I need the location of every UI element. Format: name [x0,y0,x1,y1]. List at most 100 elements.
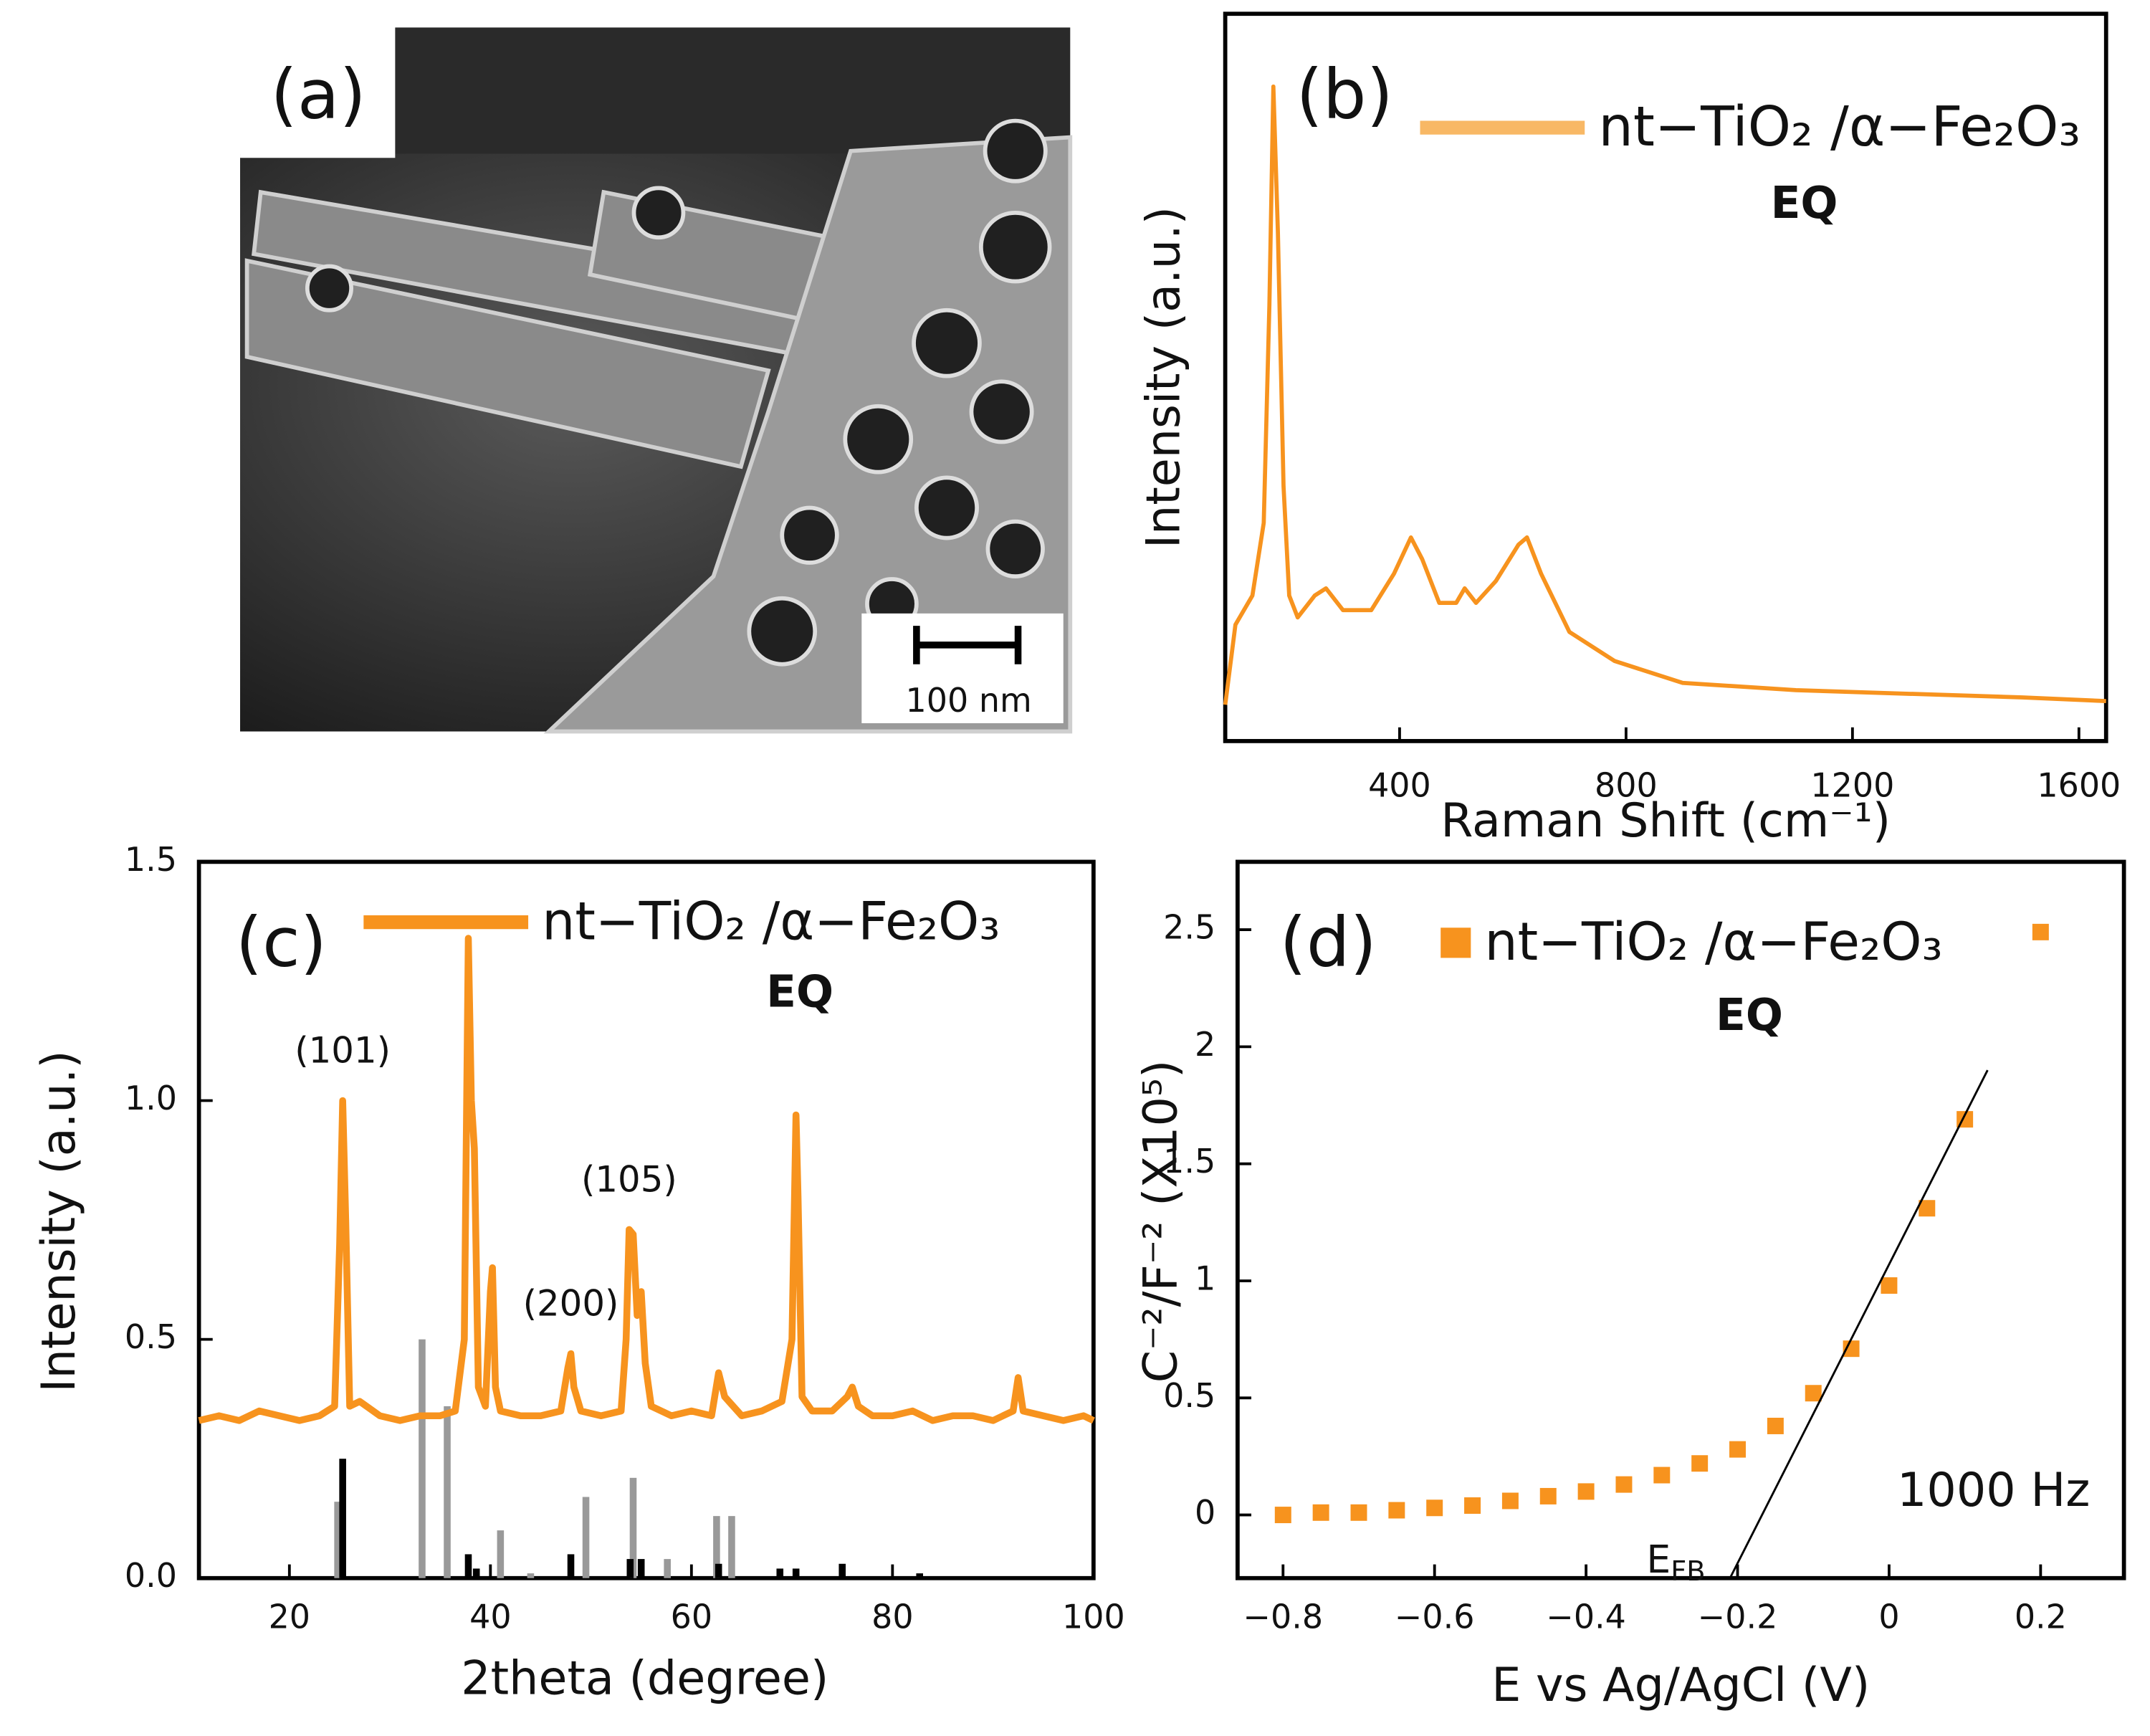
data-point [1350,1504,1367,1521]
data-point [1388,1502,1405,1519]
efb-label: EFB [1646,1536,1705,1587]
scale-bar [913,626,1022,664]
data-point [1539,1487,1557,1504]
note: EQ [1716,990,1783,1041]
annotation: (101) [295,1029,391,1071]
reference-stick [838,1563,846,1578]
data-point [1729,1441,1747,1458]
reference-stick [419,1339,426,1578]
note: EQ [1771,178,1838,229]
y-axis-label: C⁻²/F⁻² (X10⁵) [1134,1060,1188,1383]
y-tick-label: 0.5 [1163,1376,1215,1415]
data-point [1691,1455,1709,1472]
data-line [198,935,1095,1424]
reference-stick [728,1516,735,1578]
reference-stick [715,1563,722,1578]
x-tick-label: 20 [269,1598,310,1636]
y-tick-label: 0.5 [125,1317,177,1356]
efb-sub: FB [1671,1555,1705,1588]
sem-image: 100 nm (a) [240,27,1073,734]
data-point [1464,1497,1481,1514]
tube-array [543,135,1073,734]
frequency-label: 1000 Hz [1897,1464,2090,1517]
reference-stick [792,1568,800,1578]
data-point [1501,1492,1519,1510]
efb-main: E [1646,1536,1671,1581]
x-tick-label: 60 [671,1598,712,1636]
data-point [1843,1340,1860,1358]
y-tick-label: 1.0 [125,1079,177,1117]
nanotubes [244,135,1073,734]
x-tick-label: 80 [871,1598,913,1636]
x-axis-label: 2theta (degree) [461,1651,828,1705]
annotation: (105) [581,1158,677,1200]
legend-label: nt−TiO₂ /α−Fe₂O₃ [1484,912,1942,973]
reference-stick [567,1554,575,1578]
y-tick-label: 0 [1195,1493,1215,1532]
legend-label: nt−TiO₂ /α−Fe₂O₃ [542,891,1000,952]
data-point [1615,1476,1633,1493]
x-tick-label: 1200 [1810,766,1894,805]
reference-stick [527,1573,535,1578]
x-tick-label: 0.2 [2015,1598,2067,1636]
x-tick-label: 400 [1368,766,1431,805]
x-tick-label: 1600 [2037,766,2121,805]
reference-stick [444,1406,451,1578]
y-tick-label: 2 [1195,1025,1215,1064]
panel: −0.8 −0.6 −0.4 −0.2 0 0.2 0 0.5 1 1.5 2 2.5 E vs Ag/… [1134,859,2126,1712]
data-line [1223,84,2106,705]
data-point [1805,1385,1822,1402]
label-box [240,27,396,158]
y-tick-label: 0.0 [125,1556,177,1595]
fit-line [1729,1069,1989,1579]
x-tick-label: −0.6 [1395,1598,1475,1636]
reference-stick [637,1559,645,1578]
reference-stick [713,1516,720,1578]
pores [305,118,1052,667]
data-point [1312,1504,1329,1521]
data-point [1274,1507,1291,1524]
scale-label: 100 nm [906,681,1032,720]
tube [244,258,771,469]
plot-frame [1235,859,2126,1580]
annotation: (200) [523,1282,619,1324]
data-point [1577,1483,1595,1500]
reference-stick [916,1573,923,1578]
sem-top [395,27,1071,154]
y-tick-label: 2.5 [1163,908,1215,947]
data-point [1881,1277,1898,1294]
reference-stick [334,1502,341,1578]
x-tick-label: 40 [469,1598,511,1636]
reference-stick [626,1559,634,1578]
y-tick-label: 1.5 [1163,1142,1215,1181]
y-axis-label: Intensity (a.u.) [32,1050,86,1392]
data-point [1767,1417,1784,1434]
reference-stick [664,1559,671,1578]
reference-stick [497,1530,505,1578]
data-point [1653,1466,1671,1484]
note: EQ [766,967,833,1018]
reference-stick [464,1554,472,1578]
y-tick-label: 1 [1195,1259,1215,1297]
legend-label: nt−TiO₂ /α−Fe₂O₃ [1598,95,2080,159]
panel-label: (d) [1279,902,1376,982]
x-axis-label: Raman Shift (cm⁻¹) [1440,794,1891,848]
legend-swatch [1440,927,1471,958]
plot-frame [1223,11,2108,743]
x-tick-label: −0.4 [1546,1598,1626,1636]
x-tick-label: −0.2 [1698,1598,1778,1636]
data-point [1919,1200,1936,1217]
data-point [2032,923,2049,940]
panel: 400 800 1200 1600 Raman Shift (cm⁻¹) Intensit… [1137,11,2121,848]
x-tick-label: 0 [1878,1598,1899,1636]
reference-stick [629,1477,637,1578]
panel-label: (c) [236,902,327,982]
y-axis-label: Intensity (a.u.) [1137,206,1190,548]
plot-frame [196,859,1096,1580]
reference-stick [776,1568,784,1578]
reference-stick [339,1459,346,1578]
panel: 20 40 60 80 100 0.0 0.5 1.0 1.5 2theta (degree) In… [32,840,1124,1706]
scale-box [861,613,1064,724]
reference-stick [472,1568,480,1578]
